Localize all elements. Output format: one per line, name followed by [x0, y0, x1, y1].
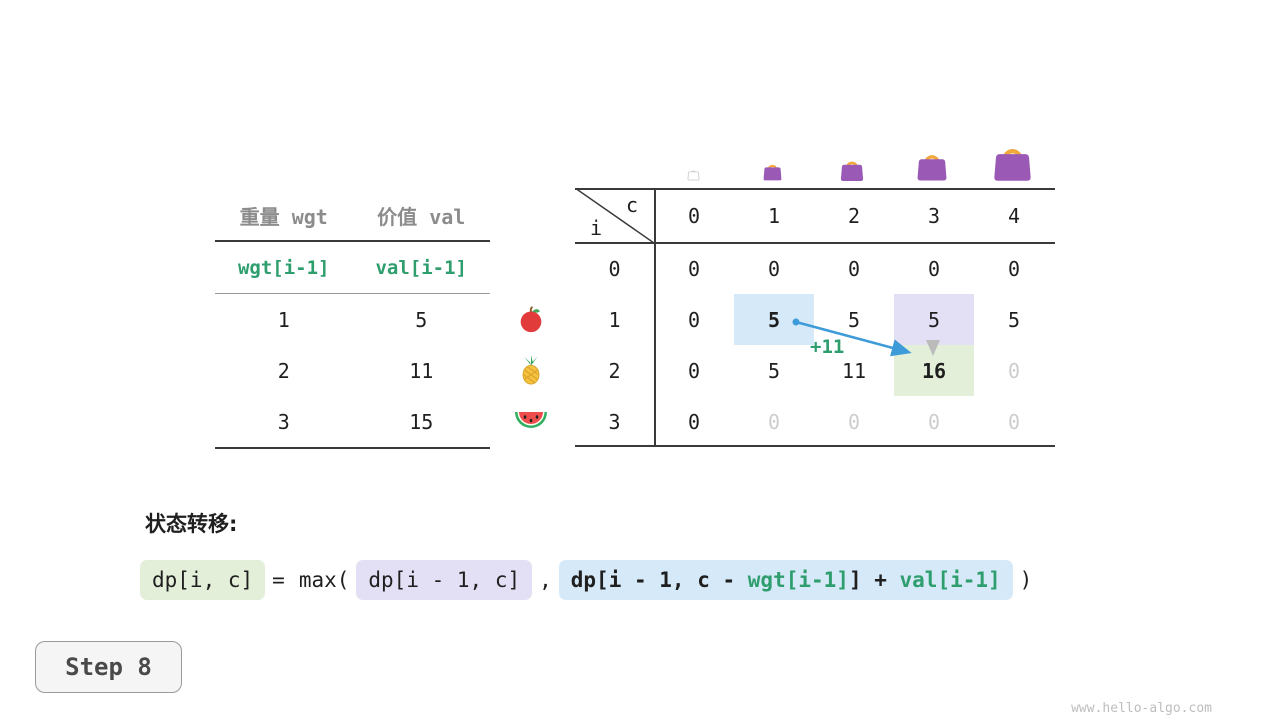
bag-icon-capacity-3 — [917, 155, 947, 181]
dp-corner-cell: c i — [575, 188, 654, 243]
dp-col-header-2: 2 — [847, 203, 861, 228]
bag-icon-capacity-1 — [763, 164, 782, 181]
item-table-body: 1 5 2 11 3 15 — [215, 294, 490, 447]
dp-cell-3-3: 0 — [927, 409, 941, 434]
item-table-cell: 2 — [277, 358, 290, 383]
dp-table-line-bottom — [575, 445, 1055, 447]
item-table-cell: 11 — [409, 358, 434, 383]
formula-equals: = — [272, 568, 285, 592]
bag-icon-capacity-0 — [687, 170, 700, 181]
formula-comma: , — [539, 568, 552, 592]
dp-cell-2-3: 16 — [894, 345, 974, 396]
wgt-formula-label: wgt[i-1] — [237, 256, 330, 279]
dp-row-header-0: 0 — [608, 256, 621, 281]
pineapple-icon — [522, 355, 540, 385]
dp-header-row: c i 0 1 2 3 4 — [575, 188, 1054, 243]
dp-table-line-vertical — [654, 188, 656, 447]
transition-label: 状态转移: — [145, 512, 238, 536]
item-table-cell: 15 — [409, 409, 434, 434]
item-table-cell: 5 — [415, 307, 428, 332]
watermelon-icon — [515, 412, 547, 428]
formula-take-prefix: dp[i - 1, c - — [570, 568, 748, 592]
dp-cell-2-2: 11 — [841, 358, 867, 383]
dp-cell-0-1: 0 — [767, 256, 781, 281]
dp-table-line-header — [575, 242, 1055, 244]
item-table: 重量 wgt 价值 val wgt[i-1] val[i-1] 1 5 2 11 3 15 — [215, 190, 490, 449]
watermark: www.hello-algo.com — [1071, 701, 1212, 716]
dp-corner-diagonal — [575, 188, 654, 243]
formula-close: ) — [1019, 568, 1033, 592]
item-table-header-value: 价值 val — [377, 204, 466, 229]
dp-cell-3-4: 0 — [1007, 409, 1021, 434]
formula-option-skip: dp[i - 1, c] — [356, 560, 533, 600]
apple-icon — [520, 306, 542, 333]
dp-row-header-2: 2 — [608, 358, 621, 383]
step-badge: Step 8 — [35, 641, 182, 693]
item-table-row: 3 15 — [215, 396, 490, 447]
dp-corner-row-label: i — [590, 216, 603, 240]
dp-row-header-1: 1 — [608, 307, 621, 332]
dp-cell-1-3: 5 — [894, 294, 974, 345]
arrow-value-label: +11 — [810, 336, 845, 358]
dp-cell-2-1: 5 — [767, 358, 781, 383]
item-table-cell: 1 — [277, 307, 290, 332]
bag-icon-capacity-4 — [994, 149, 1031, 181]
formula-take-infix: ] + — [848, 568, 900, 592]
item-table-line-middle — [215, 293, 490, 294]
dp-cell-3-1: 0 — [767, 409, 781, 434]
dp-cell-1-4: 5 — [1007, 307, 1021, 332]
dp-col-header-1: 1 — [767, 203, 781, 228]
item-table-header-weight: 重量 wgt — [239, 204, 328, 229]
dp-cell-3-2: 0 — [847, 409, 861, 434]
item-table-header: 重量 wgt 价值 val — [215, 190, 490, 240]
item-table-line-top — [215, 240, 490, 242]
dp-cell-3-0: 0 — [687, 409, 701, 434]
item-table-line-bottom — [215, 447, 490, 449]
val-formula-label: val[i-1] — [375, 256, 467, 279]
dp-cell-2-0: 0 — [687, 358, 701, 383]
dp-corner-col-label: c — [625, 193, 638, 217]
item-table-formula-row: wgt[i-1] val[i-1] — [215, 242, 490, 293]
dp-cell-1-0: 0 — [687, 307, 701, 332]
dp-cell-0-2: 0 — [847, 256, 861, 281]
dp-col-header-3: 3 — [927, 203, 941, 228]
dp-row-header-3: 3 — [608, 409, 621, 434]
dp-cell-0-0: 0 — [687, 256, 701, 281]
item-table-cell: 3 — [277, 409, 290, 434]
bag-icon-capacity-2 — [840, 161, 864, 181]
dp-cell-0-3: 0 — [927, 256, 941, 281]
formula-take-wgt: wgt[i-1] — [747, 568, 849, 592]
dp-cell-2-4: 0 — [1007, 358, 1021, 383]
dp-table-line-top — [575, 188, 1055, 190]
formula-lhs: dp[i, c] — [140, 560, 266, 600]
formula-take-val: val[i-1] — [899, 568, 1001, 592]
dp-col-header-4: 4 — [1007, 203, 1021, 228]
dp-cell-1-1: 5 — [734, 294, 814, 345]
dp-col-header-0: 0 — [687, 203, 701, 228]
formula-option-take: dp[i - 1, c - wgt[i-1]] + val[i-1] — [558, 560, 1013, 600]
transition-formula: dp[i, c] = max( dp[i - 1, c] , dp[i - 1,… — [140, 560, 1039, 600]
item-table-row: 2 11 — [215, 345, 490, 396]
formula-max-open: max( — [298, 568, 350, 592]
dp-cell-0-4: 0 — [1007, 256, 1021, 281]
